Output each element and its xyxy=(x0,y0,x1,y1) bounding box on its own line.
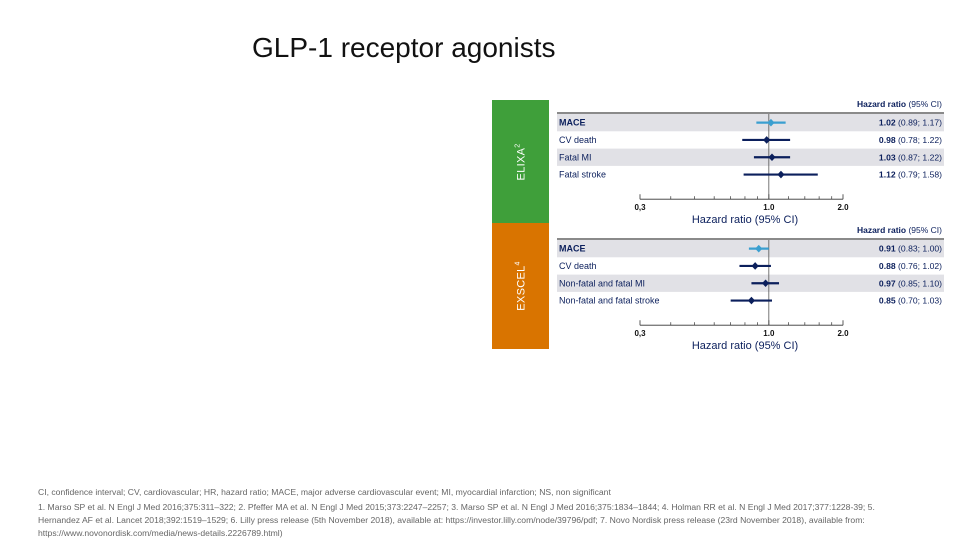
row-shade-elixa-2 xyxy=(557,148,944,166)
hr-value-elixa-1: 0.98 (0.78; 1.22) xyxy=(879,135,942,145)
hr-value-elixa-3: 1.12 (0.79; 1.58) xyxy=(879,170,942,180)
hr-value-exscel-0: 0.91 (0.83; 1.00) xyxy=(879,244,942,254)
hr-marker-elixa-1 xyxy=(763,136,771,144)
hr-value-elixa-0: 1.02 (0.89; 1.17) xyxy=(879,118,942,128)
row-label-elixa-0: MACE xyxy=(559,118,586,128)
x-axis-title-elixa: Hazard ratio (95% CI) xyxy=(692,214,798,226)
hr-value-elixa-2: 1.03 (0.87; 1.22) xyxy=(879,152,942,162)
row-shade-elixa-0 xyxy=(557,114,944,132)
row-shade-exscel-2 xyxy=(557,274,944,292)
tick-label-elixa-2: 2.0 xyxy=(837,203,849,212)
tick-label-exscel-2: 2.0 xyxy=(837,329,849,338)
hr-value-exscel-2: 0.97 (0.85; 1.10) xyxy=(879,278,942,288)
tick-label-elixa-1: 1.0 xyxy=(763,203,775,212)
row-label-exscel-3: Non-fatal and fatal stroke xyxy=(559,296,660,306)
hr-value-exscel-3: 0.85 (0.70; 1.03) xyxy=(879,296,942,306)
x-axis-title-exscel: Hazard ratio (95% CI) xyxy=(692,340,798,352)
row-label-elixa-2: Fatal MI xyxy=(559,152,592,162)
hr-marker-elixa-0 xyxy=(767,118,775,127)
row-label-elixa-1: CV death xyxy=(559,135,597,145)
hr-marker-exscel-3 xyxy=(747,296,756,305)
hr-header-exscel: Hazard ratio (95% CI) xyxy=(857,225,942,235)
tick-label-exscel-1: 1.0 xyxy=(763,329,775,338)
abbreviations-text: CI, confidence interval; CV, cardiovascu… xyxy=(38,487,611,497)
trial-band-exscel: EXSCEL4 xyxy=(492,223,549,349)
row-label-elixa-3: Fatal stroke xyxy=(559,170,606,180)
hr-marker-elixa-3 xyxy=(777,170,785,179)
footer: CI, confidence interval; CV, cardiovascu… xyxy=(38,486,918,542)
hr-marker-exscel-2 xyxy=(761,279,770,288)
hr-marker-exscel-0 xyxy=(755,244,763,253)
hr-marker-elixa-2 xyxy=(768,153,776,162)
trial-band-elixa: ELIXA2 xyxy=(492,100,549,223)
page-title: GLP-1 receptor agonists xyxy=(252,32,556,63)
tick-label-elixa-0: 0,3 xyxy=(634,203,646,212)
row-label-exscel-1: CV death xyxy=(559,261,597,271)
hr-value-exscel-1: 0.88 (0.76; 1.02) xyxy=(879,261,942,271)
tick-label-exscel-0: 0,3 xyxy=(634,329,646,338)
row-label-exscel-0: MACE xyxy=(559,244,586,254)
hr-header-elixa: Hazard ratio (95% CI) xyxy=(857,99,942,109)
references-text: 1. Marso SP et al. N Engl J Med 2016;375… xyxy=(38,502,875,538)
hr-marker-exscel-1 xyxy=(751,262,759,270)
row-label-exscel-2: Non-fatal and fatal MI xyxy=(559,278,645,288)
